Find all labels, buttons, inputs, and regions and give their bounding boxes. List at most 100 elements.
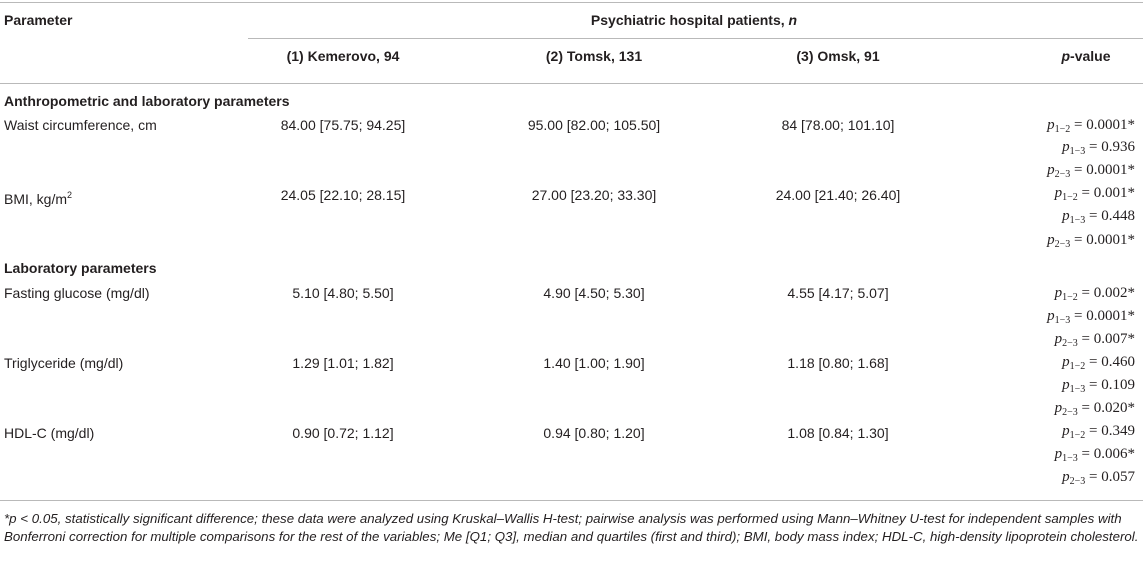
- p-subscript: 2−3: [1069, 476, 1086, 487]
- p-subscript: 2−3: [1062, 338, 1078, 349]
- p-symbol: p: [1047, 162, 1055, 178]
- p-value: = 0.057: [1085, 469, 1135, 485]
- cell-hdl-col2: 0.94 [0.80; 1.20]: [543, 425, 645, 441]
- cell-hdl-col1: 0.90 [0.72; 1.12]: [292, 425, 394, 441]
- p-symbol: p: [1047, 117, 1055, 133]
- row-label-glucose: Fasting glucose (mg/dl): [4, 285, 150, 301]
- pvalue-glucose-1-3: p1−3 = 0.0001*: [1047, 307, 1135, 330]
- header-group-title-text: Psychiatric hospital patients,: [590, 12, 785, 28]
- header-col2: (2) Tomsk, 131: [545, 48, 643, 64]
- header-pvalue-p: p: [1061, 48, 1071, 64]
- header-pvalue-rest: -value: [1070, 48, 1111, 64]
- pvalue-waist-1-2: p1−2 = 0.0001*: [1047, 116, 1135, 139]
- cell-glucose-col3: 4.55 [4.17; 5.07]: [787, 285, 889, 301]
- p-symbol: p: [1054, 331, 1063, 347]
- p-subscript: 2−3: [1062, 407, 1078, 418]
- cell-bmi-col1: 24.05 [22.10; 28.15]: [280, 187, 406, 203]
- header-pvalue: p-value: [1061, 47, 1110, 65]
- p-subscript: 1−2: [1069, 361, 1086, 372]
- pvalue-waist-1-3: p1−3 = 0.936: [1062, 138, 1135, 161]
- p-subscript: 1−3: [1069, 215, 1086, 226]
- pvalue-hdl-2-3: p2−3 = 0.057: [1062, 468, 1135, 491]
- pvalue-triglyceride-1-2: p1−2 = 0.460: [1062, 353, 1135, 376]
- header-group-title: Psychiatric hospital patients, n: [591, 11, 797, 29]
- row-label-bmi-text: BMI, kg/m: [4, 191, 68, 207]
- group-rule: [248, 38, 1143, 39]
- p-subscript: 1−2: [1069, 430, 1086, 441]
- p-value: = 0.006*: [1077, 446, 1135, 462]
- pvalue-hdl-1-3: p1−3 = 0.006*: [1055, 445, 1135, 468]
- p-subscript: 1−3: [1054, 315, 1071, 326]
- cell-glucose-col1: 5.10 [4.80; 5.50]: [292, 285, 394, 301]
- section-title: Anthropometric and laboratory parameters: [4, 93, 290, 109]
- row-label-bmi: BMI, kg/m2: [4, 186, 72, 208]
- header-col1: (1) Kemerovo, 94: [286, 48, 400, 64]
- p-value: = 0.0001*: [1070, 117, 1135, 133]
- p-symbol: p: [1062, 423, 1070, 439]
- p-value: = 0.0001*: [1070, 162, 1135, 178]
- pvalue-glucose-1-2: p1−2 = 0.002*: [1055, 284, 1135, 307]
- header-col3: (3) Omsk, 91: [796, 48, 880, 64]
- row-label-triglyceride: Triglyceride (mg/dl): [4, 355, 124, 371]
- p-symbol: p: [1062, 469, 1070, 485]
- section-title: Laboratory parameters: [4, 260, 157, 276]
- row-label-waist: Waist circumference, cm: [4, 117, 157, 133]
- pvalue-triglyceride-1-3: p1−3 = 0.109: [1062, 376, 1135, 399]
- p-value: = 0.001*: [1077, 185, 1135, 201]
- p-subscript: 1−3: [1069, 146, 1086, 157]
- p-value: = 0.002*: [1077, 285, 1135, 301]
- cell-hdl-col3: 1.08 [0.84; 1.30]: [787, 425, 889, 441]
- top-rule: [0, 2, 1143, 3]
- p-subscript: 2−3: [1054, 169, 1071, 180]
- pvalue-bmi-2-3: p2−3 = 0.0001*: [1047, 231, 1135, 254]
- p-subscript: 1−3: [1069, 384, 1086, 395]
- p-value: = 0.448: [1085, 208, 1135, 224]
- p-symbol: p: [1062, 139, 1070, 155]
- row-label-hdl: HDL-C (mg/dl): [4, 425, 95, 441]
- cell-waist-col2: 95.00 [82.00; 105.50]: [527, 117, 661, 133]
- header-rule: [0, 83, 1143, 84]
- p-value: = 0.460: [1085, 354, 1135, 370]
- p-symbol: p: [1047, 232, 1055, 248]
- p-value: = 0.0001*: [1070, 232, 1135, 248]
- header-group-n: n: [788, 12, 798, 28]
- cell-triglyceride-col1: 1.29 [1.01; 1.82]: [292, 355, 394, 371]
- pvalue-bmi-1-3: p1−3 = 0.448: [1062, 207, 1135, 230]
- p-symbol: p: [1062, 354, 1070, 370]
- cell-triglyceride-col2: 1.40 [1.00; 1.90]: [543, 355, 645, 371]
- pvalue-glucose-2-3: p2−3 = 0.007*: [1055, 330, 1135, 353]
- p-subscript: 1−2: [1054, 124, 1071, 135]
- cell-waist-col3: 84 [78.00; 101.10]: [781, 117, 895, 133]
- p-symbol: p: [1054, 185, 1063, 201]
- p-subscript: 1−3: [1062, 453, 1078, 464]
- p-symbol: p: [1054, 285, 1063, 301]
- pvalue-bmi-1-2: p1−2 = 0.001*: [1055, 184, 1135, 207]
- p-value: = 0.007*: [1077, 331, 1135, 347]
- pvalue-triglyceride-2-3: p2−3 = 0.020*: [1055, 399, 1135, 422]
- bottom-rule: [0, 500, 1143, 501]
- cell-bmi-col3: 24.00 [21.40; 26.40]: [775, 187, 901, 203]
- p-value: = 0.109: [1085, 377, 1135, 393]
- p-symbol: p: [1062, 377, 1070, 393]
- table-footnote: *p < 0.05, statistically significant dif…: [4, 511, 1139, 544]
- p-subscript: 1−2: [1062, 292, 1078, 303]
- p-subscript: 2−3: [1054, 239, 1071, 250]
- cell-triglyceride-col3: 1.18 [0.80; 1.68]: [787, 355, 889, 371]
- header-parameter: Parameter: [4, 12, 73, 28]
- cell-glucose-col2: 4.90 [4.50; 5.30]: [543, 285, 645, 301]
- p-value: = 0.0001*: [1070, 308, 1135, 324]
- p-symbol: p: [1054, 400, 1063, 416]
- p-value: = 0.020*: [1077, 400, 1135, 416]
- pvalue-waist-2-3: p2−3 = 0.0001*: [1047, 161, 1135, 184]
- row-label-bmi-sup: 2: [67, 190, 73, 200]
- p-symbol: p: [1054, 446, 1063, 462]
- p-symbol: p: [1062, 208, 1070, 224]
- p-subscript: 1−2: [1062, 192, 1078, 203]
- p-value: = 0.349: [1085, 423, 1135, 439]
- p-value: = 0.936: [1085, 139, 1135, 155]
- pvalue-hdl-1-2: p1−2 = 0.349: [1062, 422, 1135, 445]
- cell-waist-col1: 84.00 [75.75; 94.25]: [280, 117, 406, 133]
- p-symbol: p: [1047, 308, 1055, 324]
- cell-bmi-col2: 27.00 [23.20; 33.30]: [531, 187, 657, 203]
